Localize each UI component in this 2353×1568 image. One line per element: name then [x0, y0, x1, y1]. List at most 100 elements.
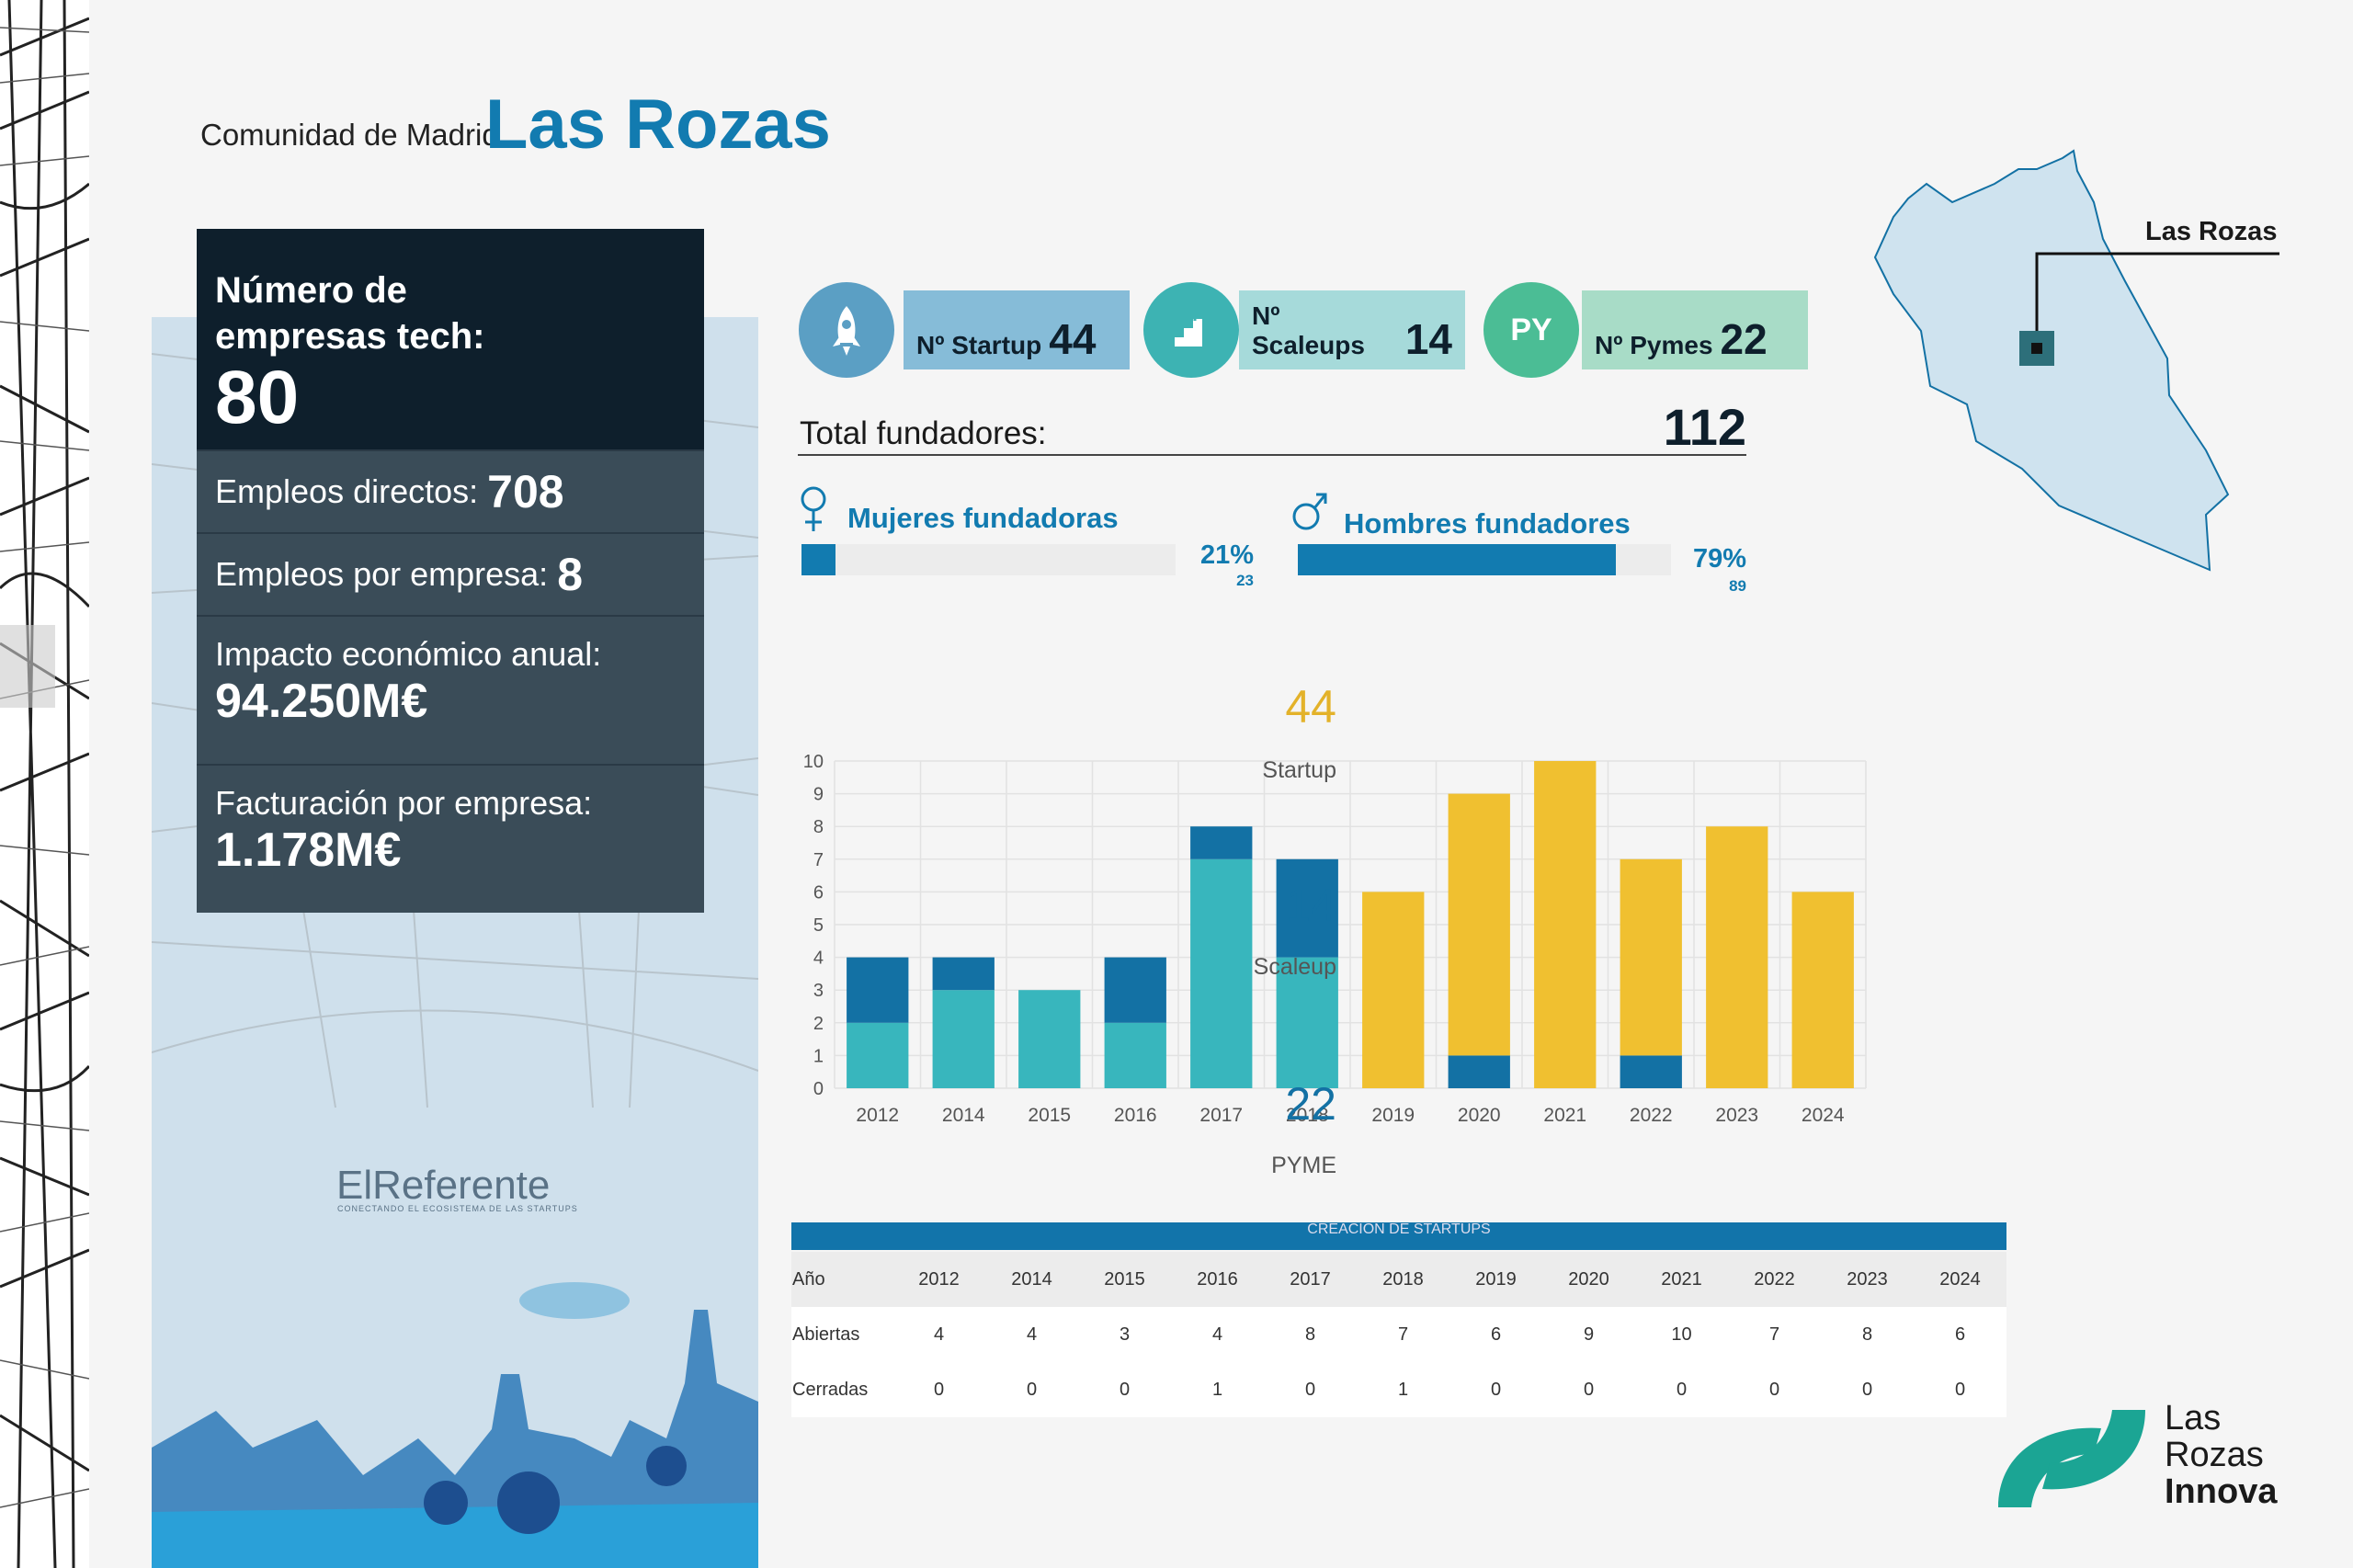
chart-y-tick-label: 1 — [813, 1046, 824, 1066]
male-icon — [1290, 489, 1331, 538]
chart-bar-segment — [1791, 892, 1854, 1088]
chart-bar-segment — [847, 957, 909, 1023]
table-year-header: 2014 — [1011, 1268, 1052, 1290]
table-cell: 0 — [1583, 1379, 1595, 1400]
table-cell: 3 — [1119, 1324, 1131, 1345]
table-cell: 4 — [1026, 1324, 1038, 1345]
chart-x-tick-label: 2019 — [1371, 1105, 1415, 1126]
table-cell: 6 — [1954, 1324, 1966, 1345]
table-year-header: 2017 — [1290, 1268, 1331, 1290]
kpi-startup-circle — [799, 282, 894, 378]
women-founders-count: 23 — [1236, 572, 1254, 589]
elreferente-tagline: CONECTANDO EL ECOSISTEMA DE LAS STARTUPS — [337, 1204, 578, 1213]
tech-companies-label-1: Número de — [215, 270, 407, 311]
logo-line-1: Las — [2165, 1399, 2222, 1437]
region-outline-map — [1873, 149, 2279, 572]
table-cell: 1 — [1397, 1379, 1409, 1400]
jobs-per-company-label: Empleos por empresa: — [215, 555, 549, 593]
revenue-row: Facturación por empresa: 1.178M€ — [197, 764, 704, 913]
men-founders-label: Hombres fundadores — [1344, 507, 1631, 540]
chart-x-tick-label: 2023 — [1715, 1105, 1758, 1126]
chart-bar-segment — [1018, 990, 1081, 1088]
kpi-pymes-circle: PY — [1483, 282, 1579, 378]
kpi-startup-value: 44 — [1049, 315, 1097, 363]
kpi-scaleups-label: Nº Scaleups — [1252, 301, 1365, 359]
las-rozas-innova-logo — [1991, 1406, 2153, 1516]
chart-bar-segment — [1706, 826, 1768, 1088]
table-cell: 6 — [1490, 1324, 1502, 1345]
table-cell: 0 — [1119, 1379, 1131, 1400]
chart-bar-segment — [1620, 858, 1682, 1056]
chart-y-tick-label: 9 — [813, 785, 824, 805]
table-year-header: 2021 — [1661, 1268, 1702, 1290]
table-cell: 8 — [1861, 1324, 1873, 1345]
chart-bar-segment — [847, 1022, 909, 1088]
kpi-scaleups-box: Nº Scaleups 14 — [1239, 290, 1465, 369]
chart-bar-segment — [1620, 1055, 1682, 1088]
women-founders-bar — [801, 544, 835, 575]
region-map — [1857, 147, 2316, 588]
table-year-header: 2015 — [1104, 1268, 1145, 1290]
chart-bar-segment — [1448, 793, 1510, 1056]
table-cell: 0 — [1861, 1379, 1873, 1400]
female-icon — [798, 485, 829, 538]
economic-impact-row: Impacto económico anual: 94.250M€ — [197, 615, 704, 764]
chart-bar-segment — [1190, 826, 1253, 859]
economic-impact-label: Impacto económico anual: — [215, 635, 602, 673]
chart-y-tick-label: 7 — [813, 850, 824, 870]
men-founders-percent: 79% — [1692, 544, 1746, 574]
revenue-label: Facturación por empresa: — [215, 784, 593, 822]
total-founders-label: Total fundadores: — [800, 415, 1047, 451]
table-cell: 0 — [1490, 1379, 1502, 1400]
table-cell: 0 — [933, 1379, 945, 1400]
street-map-illustration — [0, 0, 89, 1568]
side-startup-label: Startup — [1262, 757, 1336, 783]
chart-bar-segment — [1104, 1022, 1166, 1088]
tech-companies-label-2: empresas tech: — [215, 316, 485, 357]
chart-x-tick-label: 2021 — [1543, 1105, 1586, 1126]
street-map-strip — [0, 0, 89, 1568]
table-header-row: Año 2012 2014 2015 2016 2017 2018 2019 2020 2021 2… — [791, 1252, 2006, 1307]
table-cell: 9 — [1583, 1324, 1595, 1345]
table-row-label: Abiertas — [792, 1324, 860, 1345]
side-pyme-label: PYME — [1271, 1153, 1336, 1178]
tech-companies-block: Número de empresas tech: 80 — [197, 229, 704, 449]
startups-chart-svg: 0 1 2 3 4 5 6 7 8 9 10 2012 2014 2015 2016 2017 2018 2019… — [803, 752, 1867, 1126]
chart-y-tick-label: 4 — [813, 949, 824, 969]
men-founders-count: 89 — [1729, 577, 1746, 595]
direct-jobs-value: 708 — [487, 466, 564, 517]
table-year-header: 2012 — [918, 1268, 960, 1290]
chart-x-tick-label: 2015 — [1028, 1105, 1071, 1126]
table-year-header: 2023 — [1847, 1268, 1888, 1290]
logo-line-2: Rozas — [2165, 1436, 2264, 1474]
chart-x-tick-label: 2016 — [1114, 1105, 1157, 1126]
chart-bar-segment — [1190, 858, 1253, 1088]
table-year-header: 2024 — [1939, 1268, 1981, 1290]
table-cell: 4 — [1211, 1324, 1223, 1345]
kpi-pymes-label: Nº Pymes — [1595, 331, 1713, 359]
chart-y-tick-label: 8 — [813, 817, 824, 837]
chart-x-tick-label: 2014 — [942, 1105, 985, 1126]
jobs-per-company-value: 8 — [557, 549, 583, 600]
chart-x-tick-label: 2022 — [1630, 1105, 1673, 1126]
direct-jobs-row: Empleos directos: 708 — [197, 449, 704, 532]
table-row: Cerradas 0 0 0 1 0 1 0 0 0 0 0 0 — [791, 1362, 2006, 1417]
table-cell: 0 — [1954, 1379, 1966, 1400]
table-cell: 4 — [933, 1324, 945, 1345]
table-cell: 0 — [1676, 1379, 1688, 1400]
logo-line-3: Innova — [2165, 1472, 2278, 1511]
table-year-header: 2018 — [1382, 1268, 1424, 1290]
innova-logo-text: Las Rozas Innova — [2165, 1400, 2277, 1510]
economic-impact-value: 94.250M€ — [215, 675, 428, 728]
stats-card: Número de empresas tech: 80 Empleos dire… — [197, 229, 704, 915]
chart-bar-segment — [932, 990, 995, 1088]
table-cell: 0 — [1026, 1379, 1038, 1400]
women-founders-percent: 21% — [1199, 540, 1254, 570]
women-founders-label: Mujeres fundadoras — [847, 502, 1119, 534]
table-row-label: Cerradas — [792, 1379, 869, 1400]
kpi-pymes-value: 22 — [1720, 315, 1768, 363]
page-title: Las Rozas — [485, 85, 831, 164]
founders-divider — [798, 454, 1746, 456]
chart-bar-segment — [932, 957, 995, 991]
men-founders-bar — [1298, 544, 1617, 575]
